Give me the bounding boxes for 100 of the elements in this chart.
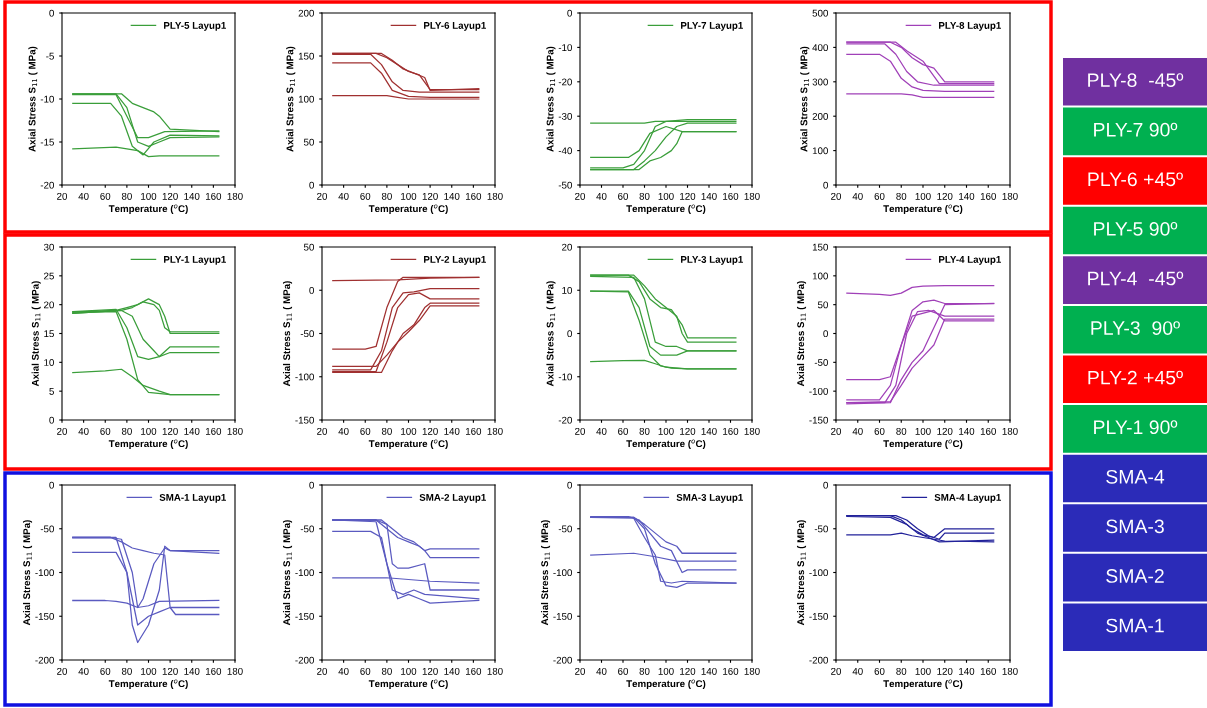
x-tick-label: 60 bbox=[360, 427, 371, 435]
x-tick-label: 40 bbox=[596, 667, 607, 675]
text: PLY-4 -45º bbox=[1088, 271, 1184, 286]
y-tick-label: -150 bbox=[553, 612, 572, 620]
y-tick-label: 0 bbox=[567, 481, 572, 489]
x-tick-label: 140 bbox=[444, 192, 460, 200]
x-tick-label: 160 bbox=[723, 192, 739, 200]
x-tick-label: 20 bbox=[831, 427, 842, 435]
y-tick-label: 10 bbox=[44, 359, 54, 366]
x-tick-label: 100 bbox=[915, 427, 931, 435]
x-tick-label: 140 bbox=[701, 427, 717, 435]
x-axis-title: Temperature ($^{o}$C) bbox=[108, 439, 188, 450]
legend-label: PLY-3 Layup1 bbox=[681, 256, 743, 265]
x-tick-label: 180 bbox=[227, 427, 243, 435]
y-tick-label: -50 bbox=[300, 330, 314, 338]
x-tick-label: 100 bbox=[141, 667, 157, 675]
y-tick-label: 500 bbox=[812, 9, 828, 17]
x-tick-label: 120 bbox=[422, 427, 438, 435]
x-tick-label: 140 bbox=[444, 427, 460, 435]
x-tick-label: 80 bbox=[121, 427, 132, 435]
x-tick-label: 40 bbox=[78, 192, 89, 200]
x-axis-title: Temperature ($^{o}$C) bbox=[368, 204, 448, 215]
y-tick-label: 25 bbox=[44, 272, 54, 280]
text: PLY-2 +45º bbox=[1088, 370, 1183, 385]
y-tick-label: 0 bbox=[567, 9, 572, 17]
x-tick-label: 180 bbox=[1002, 667, 1018, 675]
y-tick-label: -50 bbox=[40, 525, 54, 533]
x-tick-label: 160 bbox=[980, 427, 996, 435]
legend-label: SMA-2 Layup1 bbox=[419, 494, 486, 503]
x-tick-label: 100 bbox=[915, 667, 931, 675]
x-tick-label: 180 bbox=[227, 192, 243, 200]
x-tick-label: 120 bbox=[937, 192, 953, 200]
y-axis-title: Axial Stress S$_{11}$ ( MPa) bbox=[540, 520, 551, 626]
y-tick-label: 5 bbox=[49, 388, 54, 395]
y-tick-label: 15 bbox=[44, 330, 54, 338]
x-tick-label: 20 bbox=[317, 192, 328, 200]
x-tick-label: 80 bbox=[121, 667, 132, 675]
x-tick-label: 60 bbox=[100, 427, 111, 435]
y-tick-label: -200 bbox=[295, 656, 314, 664]
x-tick-label: 60 bbox=[618, 427, 629, 435]
y-tick-label: 0 bbox=[49, 416, 54, 424]
legend-label: SMA-1 Layup1 bbox=[159, 494, 226, 503]
x-tick-label: 140 bbox=[701, 192, 717, 200]
x-tick-label: 20 bbox=[57, 192, 68, 200]
legend-label: PLY-8 Layup1 bbox=[939, 22, 1001, 31]
y-tick-label: 50 bbox=[817, 301, 828, 309]
x-tick-label: 140 bbox=[701, 667, 717, 675]
x-tick-label: 60 bbox=[360, 192, 371, 200]
y-tick-label: 0 bbox=[309, 181, 314, 189]
y-tick-label: -10 bbox=[558, 373, 572, 381]
y-tick-label: -20 bbox=[558, 416, 572, 424]
x-tick-label: 20 bbox=[575, 427, 586, 435]
text: PLY-5 90º bbox=[1094, 221, 1178, 236]
y-axis-title: Axial Stress S$_{11}$ ( MPa) bbox=[546, 281, 556, 387]
x-tick-label: 40 bbox=[338, 192, 349, 200]
x-tick-label: 60 bbox=[360, 667, 371, 675]
x-tick-label: 120 bbox=[162, 667, 178, 675]
x-tick-label: 20 bbox=[57, 667, 68, 675]
x-tick-label: 160 bbox=[980, 192, 996, 200]
x-tick-label: 120 bbox=[680, 192, 696, 200]
y-tick-label: 0 bbox=[567, 330, 572, 338]
y-tick-label: -10 bbox=[40, 95, 54, 103]
legend-label: SMA-4 Layup1 bbox=[934, 494, 1001, 503]
y-tick-label: -100 bbox=[295, 373, 314, 381]
x-tick-label: 120 bbox=[937, 667, 953, 675]
x-tick-label: 60 bbox=[618, 667, 629, 675]
x-tick-label: 80 bbox=[896, 427, 907, 435]
x-tick-label: 140 bbox=[959, 427, 975, 435]
legend-label: PLY-4 Layup1 bbox=[939, 256, 1001, 265]
y-tick-label: 150 bbox=[812, 243, 828, 251]
x-axis-title: Temperature ($^{o}$C) bbox=[108, 204, 188, 215]
x-tick-label: 20 bbox=[575, 667, 586, 675]
text: PLY-8 -45º bbox=[1088, 73, 1184, 88]
x-tick-label: 100 bbox=[658, 667, 674, 675]
x-axis-title: Temperature ($^{o}$C) bbox=[883, 204, 963, 215]
x-tick-label: 100 bbox=[915, 192, 931, 200]
x-tick-label: 20 bbox=[317, 667, 328, 675]
x-tick-label: 180 bbox=[744, 192, 760, 200]
y-axis-title: Axial Stress S$_{11}$ ( MPa) bbox=[286, 46, 296, 152]
x-tick-label: 40 bbox=[78, 427, 89, 435]
y-tick-label: 0 bbox=[49, 481, 54, 489]
y-tick-label: 150 bbox=[298, 52, 314, 60]
y-tick-label: 0 bbox=[823, 330, 828, 338]
x-tick-label: 40 bbox=[338, 667, 349, 675]
x-tick-label: 100 bbox=[141, 427, 157, 435]
y-tick-label: 200 bbox=[812, 112, 828, 120]
y-tick-label: -150 bbox=[295, 416, 314, 424]
x-tick-label: 60 bbox=[874, 667, 885, 675]
x-tick-label: 100 bbox=[658, 427, 674, 435]
y-tick-label: -200 bbox=[35, 656, 54, 664]
text: PLY-3 90º bbox=[1091, 321, 1180, 335]
y-axis-title: Axial Stress S$_{11}$ ( MPa) bbox=[546, 46, 556, 152]
x-tick-label: 60 bbox=[874, 427, 885, 435]
x-tick-label: 180 bbox=[487, 667, 503, 675]
x-tick-label: 60 bbox=[100, 192, 111, 200]
x-tick-label: 180 bbox=[1002, 192, 1018, 200]
x-tick-label: 100 bbox=[401, 667, 417, 675]
x-axis-title: Temperature ($^{o}$C) bbox=[883, 439, 963, 450]
x-tick-label: 40 bbox=[596, 192, 607, 200]
y-tick-label: -100 bbox=[35, 569, 54, 577]
